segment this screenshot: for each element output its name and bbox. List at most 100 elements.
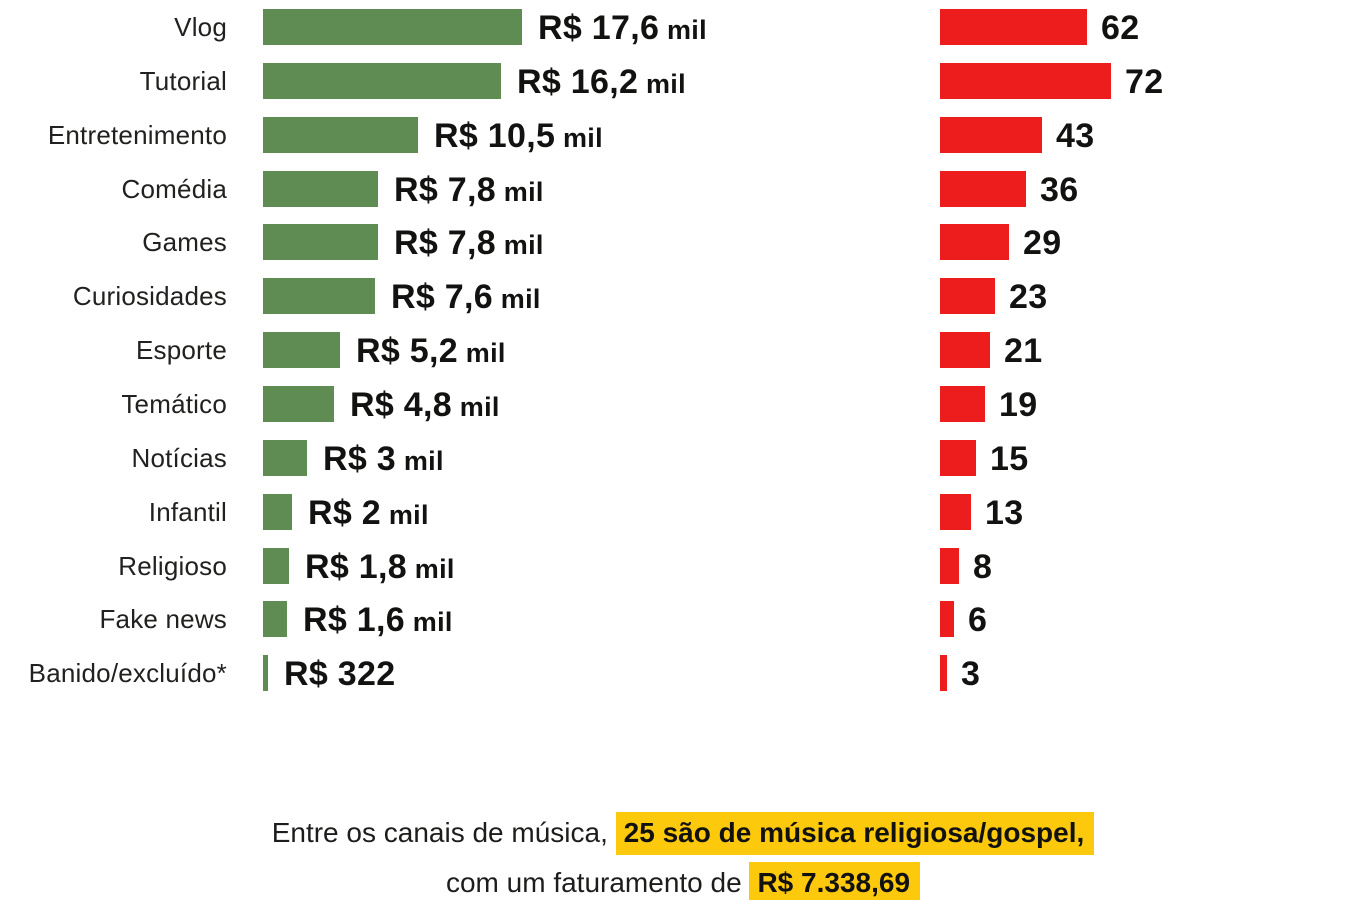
revenue-bar bbox=[263, 224, 378, 261]
channels-bar bbox=[940, 170, 1026, 207]
channels-bar bbox=[940, 493, 971, 530]
channels-bar bbox=[940, 332, 990, 369]
revenue-amount: R$ 1,8 bbox=[305, 547, 407, 586]
channels-value-label: 3 bbox=[961, 655, 981, 694]
category-label: Fake news bbox=[99, 604, 227, 635]
channels-bar bbox=[940, 547, 959, 584]
revenue-value-label: R$ 7,8 mil bbox=[394, 224, 544, 263]
chart-row: Comédia R$ 7,8 mil 36 bbox=[0, 170, 1366, 209]
revenue-amount: R$ 322 bbox=[284, 655, 396, 694]
category-label: Games bbox=[142, 227, 227, 258]
channels-value-label: 36 bbox=[1040, 170, 1079, 209]
footer-text-1: Entre os canais de música, bbox=[271, 817, 616, 848]
revenue-bar bbox=[263, 601, 287, 638]
revenue-unit: mil bbox=[451, 391, 500, 422]
revenue-value-label: R$ 17,6 mil bbox=[538, 9, 707, 47]
revenue-bar bbox=[263, 547, 289, 584]
revenue-amount: R$ 3 bbox=[323, 439, 397, 478]
revenue-unit: mil bbox=[381, 499, 429, 530]
channels-value-label: 8 bbox=[973, 547, 993, 586]
revenue-bar bbox=[263, 332, 340, 369]
revenue-value-label: R$ 16,2 mil bbox=[517, 62, 686, 101]
revenue-amount: R$ 7,6 bbox=[391, 278, 493, 317]
footer-highlight-2: R$ 7.338,69 bbox=[749, 862, 921, 900]
revenue-bar bbox=[263, 385, 334, 422]
revenue-value-label: R$ 5,2 mil bbox=[356, 332, 506, 371]
revenue-unit: mil bbox=[457, 338, 506, 369]
revenue-amount: R$ 7,8 bbox=[394, 224, 496, 263]
channels-bar bbox=[940, 62, 1111, 99]
revenue-bar bbox=[263, 116, 418, 153]
revenue-unit: mil bbox=[638, 68, 686, 99]
revenue-value-label: R$ 1,6 mil bbox=[303, 601, 453, 640]
revenue-value-label: R$ 10,5 mil bbox=[434, 116, 603, 155]
revenue-amount: R$ 17,6 bbox=[538, 9, 660, 47]
channels-bar bbox=[940, 9, 1087, 45]
category-label: Temático bbox=[121, 388, 227, 419]
footer-line-1: Entre os canais de música, 25 são de mús… bbox=[0, 808, 1366, 858]
revenue-value-label: R$ 3 mil bbox=[323, 439, 444, 478]
chart-row: Religioso R$ 1,8 mil 8 bbox=[0, 547, 1366, 586]
category-label: Infantil bbox=[148, 496, 227, 527]
channels-value-label: 15 bbox=[990, 439, 1029, 478]
category-label: Comédia bbox=[121, 173, 227, 204]
channels-value-label: 19 bbox=[999, 385, 1038, 424]
channels-bar bbox=[940, 439, 976, 476]
dual-bar-chart: Vlog R$ 17,6 mil 62 Tutorial R$ 16,2 mil 72 En… bbox=[0, 9, 1366, 694]
chart-row: Esporte R$ 5,2 mil 21 bbox=[0, 332, 1366, 371]
revenue-unit: mil bbox=[492, 284, 541, 315]
category-label: Esporte bbox=[135, 335, 227, 366]
category-label: Curiosidades bbox=[72, 281, 227, 312]
revenue-unit: mil bbox=[396, 445, 444, 476]
footer-highlight-1: 25 são de música religiosa/gospel, bbox=[615, 812, 1095, 855]
revenue-value-label: R$ 7,8 mil bbox=[394, 170, 544, 209]
category-label: Banido/excluído* bbox=[28, 658, 227, 689]
chart-row: Tutorial R$ 16,2 mil 72 bbox=[0, 62, 1366, 101]
revenue-unit: mil bbox=[555, 122, 603, 153]
revenue-amount: R$ 7,8 bbox=[394, 170, 496, 209]
revenue-bar bbox=[263, 439, 307, 476]
revenue-value-label: R$ 1,8 mil bbox=[305, 547, 455, 586]
channels-value-label: 62 bbox=[1101, 9, 1140, 47]
footer-note: Entre os canais de música, 25 são de mús… bbox=[0, 808, 1366, 900]
revenue-bar bbox=[263, 62, 501, 99]
channels-bar bbox=[940, 224, 1009, 261]
revenue-value-label: R$ 4,8 mil bbox=[350, 385, 500, 424]
revenue-bar bbox=[263, 170, 378, 207]
chart-row: Entretenimento R$ 10,5 mil 43 bbox=[0, 116, 1366, 155]
channels-value-label: 72 bbox=[1125, 62, 1164, 101]
channels-bar bbox=[940, 655, 947, 692]
revenue-unit: mil bbox=[404, 607, 453, 638]
category-label: Tutorial bbox=[139, 65, 227, 96]
revenue-amount: R$ 5,2 bbox=[356, 332, 458, 371]
revenue-value-label: R$ 2 mil bbox=[308, 493, 429, 532]
revenue-unit: mil bbox=[495, 230, 544, 261]
chart-row: Banido/excluído* R$ 322 3 bbox=[0, 655, 1366, 694]
revenue-unit: mil bbox=[406, 553, 455, 584]
revenue-amount: R$ 2 bbox=[308, 493, 382, 532]
chart-row: Fake news R$ 1,6 mil 6 bbox=[0, 601, 1366, 640]
channels-bar bbox=[940, 385, 985, 422]
revenue-amount: R$ 4,8 bbox=[350, 385, 452, 424]
revenue-value-label: R$ 322 bbox=[284, 655, 396, 694]
category-label: Vlog bbox=[174, 12, 227, 42]
channels-value-label: 13 bbox=[985, 493, 1024, 532]
revenue-amount: R$ 1,6 bbox=[303, 601, 405, 640]
revenue-bar bbox=[263, 9, 522, 45]
revenue-unit: mil bbox=[659, 15, 707, 45]
chart-row: Infantil R$ 2 mil 13 bbox=[0, 493, 1366, 532]
chart-row: Games R$ 7,8 mil 29 bbox=[0, 224, 1366, 263]
channels-bar bbox=[940, 116, 1042, 153]
channels-value-label: 43 bbox=[1056, 116, 1095, 155]
chart-row: Vlog R$ 17,6 mil 62 bbox=[0, 9, 1366, 47]
channels-value-label: 29 bbox=[1023, 224, 1062, 263]
revenue-amount: R$ 10,5 bbox=[434, 116, 556, 155]
chart-row: Notícias R$ 3 mil 15 bbox=[0, 439, 1366, 478]
chart-row: Curiosidades R$ 7,6 mil 23 bbox=[0, 278, 1366, 317]
category-label: Notícias bbox=[131, 442, 227, 473]
revenue-unit: mil bbox=[495, 176, 544, 207]
channels-value-label: 23 bbox=[1009, 278, 1048, 317]
revenue-amount: R$ 16,2 bbox=[517, 62, 639, 101]
channels-value-label: 6 bbox=[968, 601, 988, 640]
